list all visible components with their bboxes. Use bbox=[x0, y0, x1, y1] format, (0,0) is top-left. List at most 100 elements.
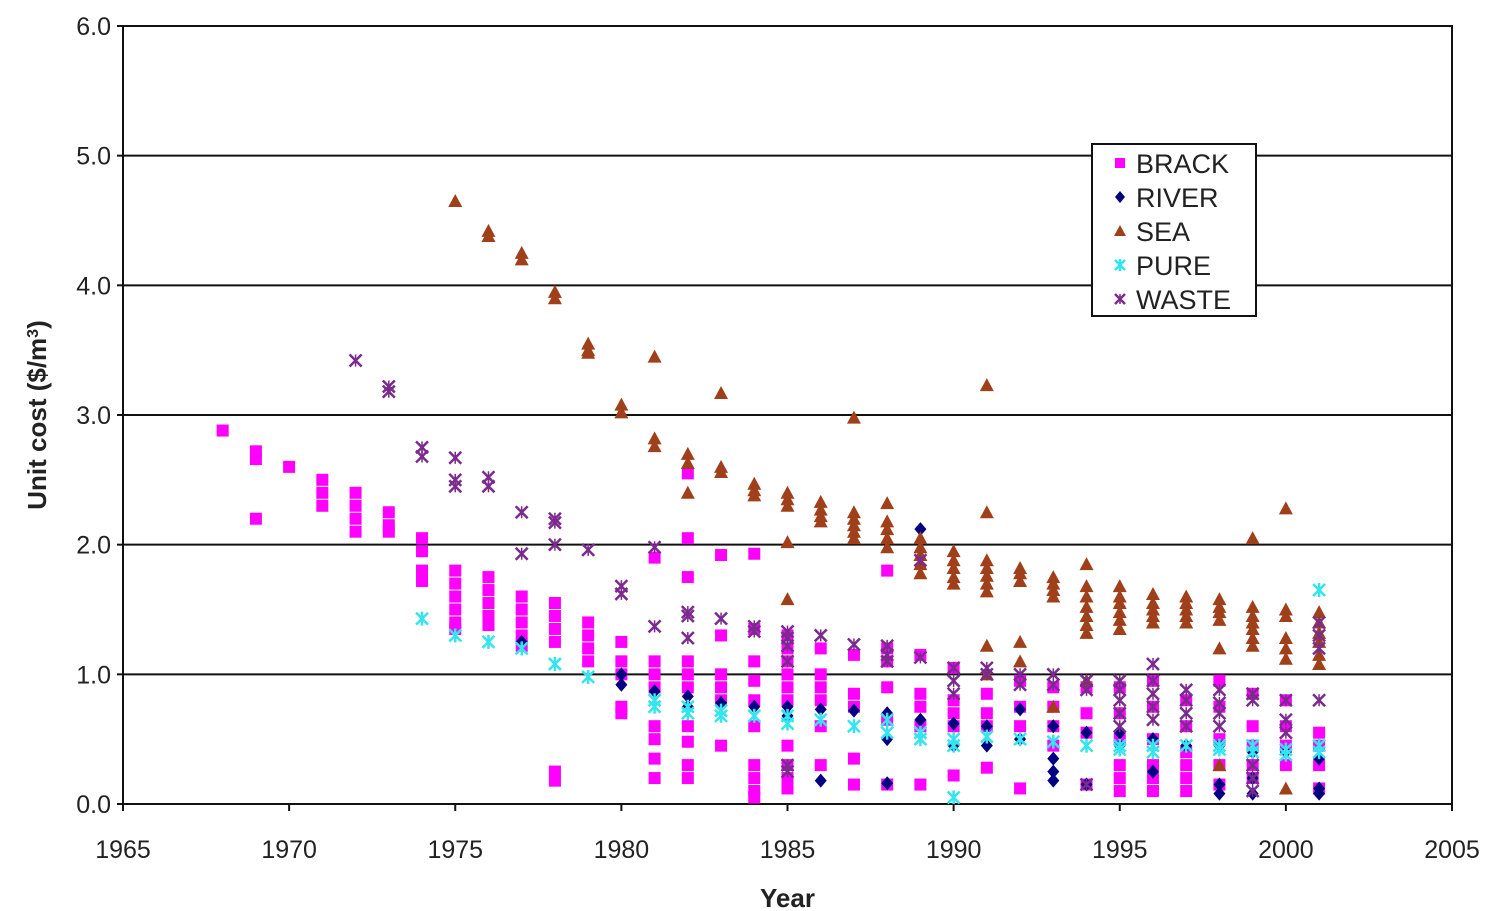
point-brack bbox=[715, 739, 728, 752]
point-waste bbox=[1212, 706, 1227, 721]
y-axis-ticks: 0.0 1.0 2.0 3.0 4.0 5.0 6.0 bbox=[76, 13, 123, 819]
y-tick-label: 0.0 bbox=[76, 791, 111, 819]
point-sea bbox=[614, 397, 629, 411]
point-brack bbox=[349, 486, 362, 499]
point-pure bbox=[1079, 738, 1094, 753]
point-brack bbox=[249, 512, 262, 525]
point-pure bbox=[946, 738, 961, 753]
point-brack bbox=[548, 774, 561, 787]
point-sea bbox=[680, 455, 695, 469]
point-waste bbox=[780, 654, 795, 669]
point-brack bbox=[515, 590, 528, 603]
point-brack bbox=[482, 571, 495, 584]
point-sea bbox=[979, 584, 994, 598]
point-waste bbox=[1112, 706, 1127, 721]
point-brack bbox=[847, 778, 860, 791]
point-sea bbox=[913, 531, 928, 545]
x-tick-label: 2000 bbox=[1258, 836, 1314, 864]
point-waste bbox=[913, 553, 928, 568]
point-pure bbox=[946, 790, 961, 805]
point-brack bbox=[1146, 785, 1159, 798]
point-river bbox=[1313, 786, 1326, 801]
point-sea bbox=[1278, 651, 1293, 665]
point-river bbox=[814, 702, 827, 717]
point-waste bbox=[1046, 677, 1061, 692]
point-river bbox=[1047, 773, 1060, 788]
point-sea bbox=[913, 540, 928, 554]
point-waste bbox=[647, 619, 662, 634]
point-sea bbox=[1278, 631, 1293, 645]
point-waste bbox=[747, 624, 762, 639]
point-sea bbox=[1046, 699, 1061, 713]
point-waste bbox=[614, 587, 629, 601]
point-river bbox=[1213, 786, 1226, 801]
legend-marker-pure bbox=[1114, 259, 1126, 271]
y-tick-label: 2.0 bbox=[76, 532, 111, 560]
x-axis-ticks: 1965 1970 1975 1980 1985 1990 1995 2000 2005 bbox=[95, 804, 1480, 864]
point-river bbox=[1047, 764, 1060, 779]
point-brack bbox=[1113, 785, 1126, 798]
point-brack bbox=[582, 655, 595, 668]
point-brack bbox=[681, 759, 694, 772]
point-brack bbox=[1080, 707, 1093, 720]
point-brack bbox=[1180, 772, 1193, 785]
point-brack bbox=[814, 694, 827, 707]
point-sea bbox=[1212, 612, 1227, 626]
point-river bbox=[615, 677, 628, 692]
point-waste bbox=[1079, 777, 1094, 792]
point-waste bbox=[1212, 695, 1227, 710]
point-pure bbox=[1278, 747, 1293, 762]
point-brack bbox=[548, 597, 561, 610]
point-river bbox=[681, 689, 694, 704]
point-brack bbox=[548, 622, 561, 635]
legend-marker-sea bbox=[1114, 225, 1126, 236]
point-sea bbox=[547, 291, 562, 305]
point-waste bbox=[1146, 699, 1160, 714]
point-sea bbox=[913, 566, 928, 580]
point-brack bbox=[914, 778, 927, 791]
point-waste bbox=[1179, 706, 1194, 721]
point-waste bbox=[1013, 667, 1027, 682]
point-pure bbox=[1312, 583, 1326, 598]
y-axis-title: Unit cost ($/m3) bbox=[22, 320, 52, 510]
point-brack bbox=[715, 629, 728, 642]
point-waste bbox=[448, 479, 463, 494]
point-river bbox=[947, 716, 960, 731]
point-sea bbox=[979, 505, 994, 519]
point-river bbox=[914, 522, 927, 537]
point-sea bbox=[1112, 579, 1127, 593]
y-tick-label: 4.0 bbox=[76, 272, 111, 300]
point-brack bbox=[980, 707, 993, 720]
point-brack bbox=[1279, 759, 1292, 772]
point-brack bbox=[349, 512, 362, 525]
point-sea bbox=[1112, 612, 1127, 626]
point-waste bbox=[1146, 712, 1160, 727]
point-waste bbox=[946, 686, 961, 701]
point-river bbox=[980, 738, 993, 753]
point-brack bbox=[1246, 720, 1259, 733]
point-waste bbox=[946, 660, 961, 675]
point-pure bbox=[880, 712, 895, 727]
point-brack bbox=[648, 655, 661, 668]
point-waste bbox=[880, 654, 895, 669]
point-sea bbox=[680, 446, 695, 460]
point-brack bbox=[914, 687, 927, 700]
point-waste bbox=[1079, 683, 1094, 697]
point-pure bbox=[581, 669, 596, 684]
point-pure bbox=[548, 656, 562, 671]
x-tick-label: 1980 bbox=[594, 836, 650, 864]
point-sea bbox=[1212, 641, 1227, 655]
point-sea bbox=[1312, 656, 1327, 670]
point-sea bbox=[780, 592, 795, 606]
point-brack bbox=[548, 609, 561, 622]
point-pure bbox=[913, 732, 928, 747]
point-sea bbox=[1079, 625, 1094, 639]
y-tick-label: 3.0 bbox=[76, 402, 111, 430]
point-sea bbox=[1013, 654, 1028, 668]
point-sea bbox=[1278, 608, 1293, 622]
point-sea bbox=[581, 345, 596, 359]
point-brack bbox=[814, 642, 827, 655]
point-sea bbox=[647, 349, 662, 363]
point-brack bbox=[914, 700, 927, 713]
